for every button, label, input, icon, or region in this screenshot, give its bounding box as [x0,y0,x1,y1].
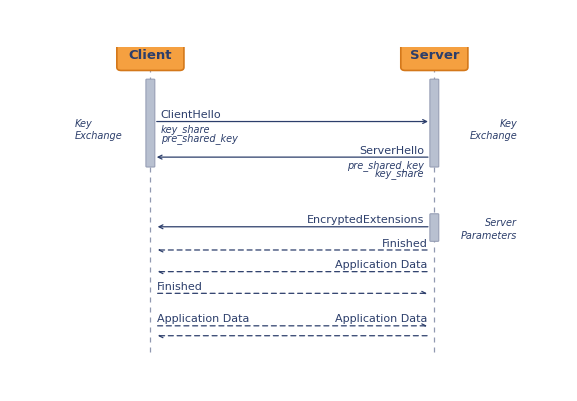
Text: key_share: key_share [374,168,424,179]
Text: Application Data: Application Data [157,314,249,324]
Text: Key
Exchange: Key Exchange [469,119,517,141]
Text: Application Data: Application Data [335,314,428,324]
Text: Key
Exchange: Key Exchange [74,119,122,141]
Text: key_share: key_share [160,124,210,135]
FancyBboxPatch shape [146,80,155,168]
Text: pre_shared_key: pre_shared_key [160,132,238,143]
Text: ServerHello: ServerHello [359,145,424,155]
Text: Finished: Finished [382,238,428,248]
FancyBboxPatch shape [401,39,468,71]
Text: pre_shared_key: pre_shared_key [347,159,424,170]
FancyBboxPatch shape [430,214,439,242]
Text: Server
Parameters: Server Parameters [460,218,517,240]
Text: ClientHello: ClientHello [160,110,222,120]
Text: Application Data: Application Data [335,259,428,269]
Text: Server: Server [410,49,459,61]
FancyBboxPatch shape [430,80,439,168]
Text: Client: Client [129,49,172,61]
Text: Finished: Finished [157,281,203,291]
Text: EncryptedExtensions: EncryptedExtensions [307,215,424,225]
FancyBboxPatch shape [117,39,184,71]
